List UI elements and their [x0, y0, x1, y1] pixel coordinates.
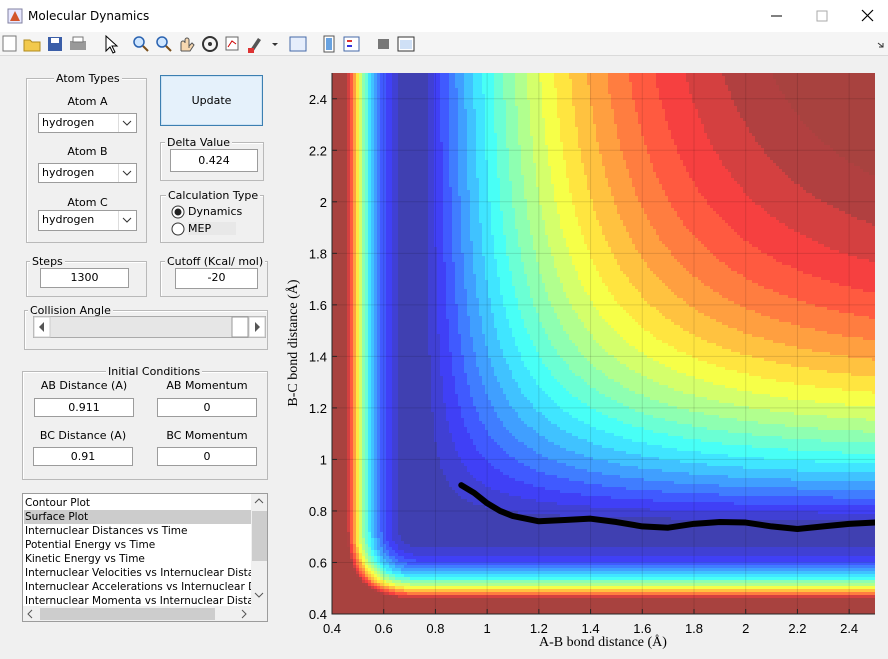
group-title: Calculation Type: [166, 189, 261, 202]
surface-band: [350, 73, 875, 595]
y-tick-label: 0.4: [309, 607, 327, 622]
atom-a-label: Atom A: [67, 95, 108, 108]
potential-surface: [332, 73, 875, 614]
x-tick-label: 0.8: [426, 621, 444, 636]
trajectory-line: [458, 482, 875, 532]
steps-panel: [26, 261, 147, 297]
field-input[interactable]: 0: [157, 447, 257, 466]
x-tick-label: 0.4: [323, 621, 341, 636]
select-value: hydrogen: [42, 213, 95, 226]
radio-ring: [171, 222, 185, 236]
field-input[interactable]: 0.911: [34, 398, 134, 417]
group-title: Delta Value: [165, 136, 233, 149]
x-tick-label: 1.4: [582, 621, 600, 636]
horizontal-scrollbar[interactable]: [23, 606, 268, 622]
surface-band: [386, 73, 875, 562]
x-tick-label: 0.6: [375, 621, 393, 636]
group-title: Steps: [30, 255, 65, 268]
steps-input[interactable]: 1300: [40, 268, 129, 288]
y-tick-label: 0.8: [309, 504, 327, 519]
window-controls[interactable]: [760, 0, 888, 32]
title-bar: Molecular Dynamics: [0, 0, 888, 32]
group-title: Cutoff (Kcal/ mol): [165, 255, 266, 268]
y-tick-label: 2.2: [309, 143, 327, 158]
surface-band: [359, 73, 875, 589]
field-input[interactable]: 0.91: [33, 447, 133, 466]
field-label: AB Distance (A): [40, 379, 128, 392]
list-item[interactable]: Kinetic Energy vs Time: [25, 553, 145, 565]
x-tick-label: 1.2: [530, 621, 548, 636]
field-label: BC Distance (A): [39, 429, 127, 442]
x-tick-label: 1.6: [633, 621, 651, 636]
atom-c-select[interactable]: hydrogen: [38, 210, 137, 231]
toolbar-icons[interactable]: [0, 32, 888, 56]
atom-c-label: Atom C: [67, 196, 108, 209]
select-value: hydrogen: [42, 116, 95, 129]
atom-b-label: Atom B: [67, 145, 108, 158]
list-item[interactable]: Internuclear Distances vs Time: [25, 525, 188, 537]
surface-band: [368, 73, 875, 580]
list-item[interactable]: Internuclear Velocities vs Internuclear …: [25, 567, 252, 579]
y-tick-label: 2: [320, 195, 327, 210]
radio-button[interactable]: [171, 205, 185, 219]
atom-b-select[interactable]: hydrogen: [38, 163, 137, 183]
radio-label: Dynamics: [188, 205, 243, 218]
dropdown-arrow: [118, 211, 132, 230]
list-item[interactable]: Contour Plot: [25, 497, 91, 509]
x-tick-label: 2.4: [840, 621, 858, 636]
group-title: Initial Conditions: [106, 365, 203, 378]
cutoff-input[interactable]: -20: [175, 268, 258, 289]
y-tick-label: 2.4: [309, 92, 327, 107]
surface-band: [377, 73, 875, 568]
app-icon: [7, 8, 23, 24]
x-tick-label: 1: [484, 621, 491, 636]
y-tick-label: 1.4: [309, 349, 327, 364]
y-tick-label: 1: [320, 452, 327, 467]
surface-band: [353, 73, 875, 592]
field-input[interactable]: 0: [157, 398, 257, 417]
x-tick-label: 2.2: [788, 621, 806, 636]
group-title: Collision Angle: [28, 304, 113, 317]
y-tick-label: 1.8: [309, 246, 327, 261]
group-title: Atom Types: [54, 72, 122, 85]
collision-angle-panel: [24, 310, 268, 350]
window-title: Molecular Dynamics: [28, 9, 150, 23]
x-axis-label: A-B bond distance (Å): [539, 634, 667, 650]
y-tick-label: 0.6: [309, 555, 327, 570]
axes-frame: [331, 73, 875, 615]
dropdown-arrow: [118, 114, 132, 132]
radio-dot: [174, 208, 182, 216]
y-axis-label: B-C bond distance (Å): [285, 279, 301, 406]
atom-a-select[interactable]: hydrogen: [38, 113, 137, 133]
field-label: BC Momentum: [166, 429, 248, 442]
y-tick-label: 1.6: [309, 298, 327, 313]
surface-band: [374, 73, 875, 571]
x-tick-label: 2: [742, 621, 749, 636]
surface-band: [398, 73, 875, 547]
list-item[interactable]: Surface Plot: [24, 510, 252, 524]
vertical-scrollbar[interactable]: [251, 494, 268, 607]
radio-label: MEP: [188, 222, 236, 235]
list-item[interactable]: Internuclear Momenta vs Internuclear Dis…: [25, 595, 252, 607]
collision-angle-slider[interactable]: [33, 316, 266, 338]
dropdown-arrow: [118, 164, 132, 182]
surface-band: [332, 73, 875, 614]
x-tick-label: 1.8: [685, 621, 703, 636]
y-tick-label: 1.2: [309, 401, 327, 416]
radio-button[interactable]: [171, 222, 185, 236]
field-label: AB Momentum: [166, 379, 248, 392]
plot-type-list[interactable]: Contour Plot Surface Plot Internuclear Dis…: [22, 493, 268, 622]
list-item[interactable]: Potential Energy vs Time: [25, 539, 156, 551]
toolbar: [0, 32, 888, 56]
list-item[interactable]: Internuclear Accelerations vs Internucle…: [25, 581, 252, 593]
select-value: hydrogen: [42, 166, 95, 179]
update-button[interactable]: Update: [160, 75, 263, 126]
delta-input[interactable]: 0.424: [170, 149, 258, 172]
